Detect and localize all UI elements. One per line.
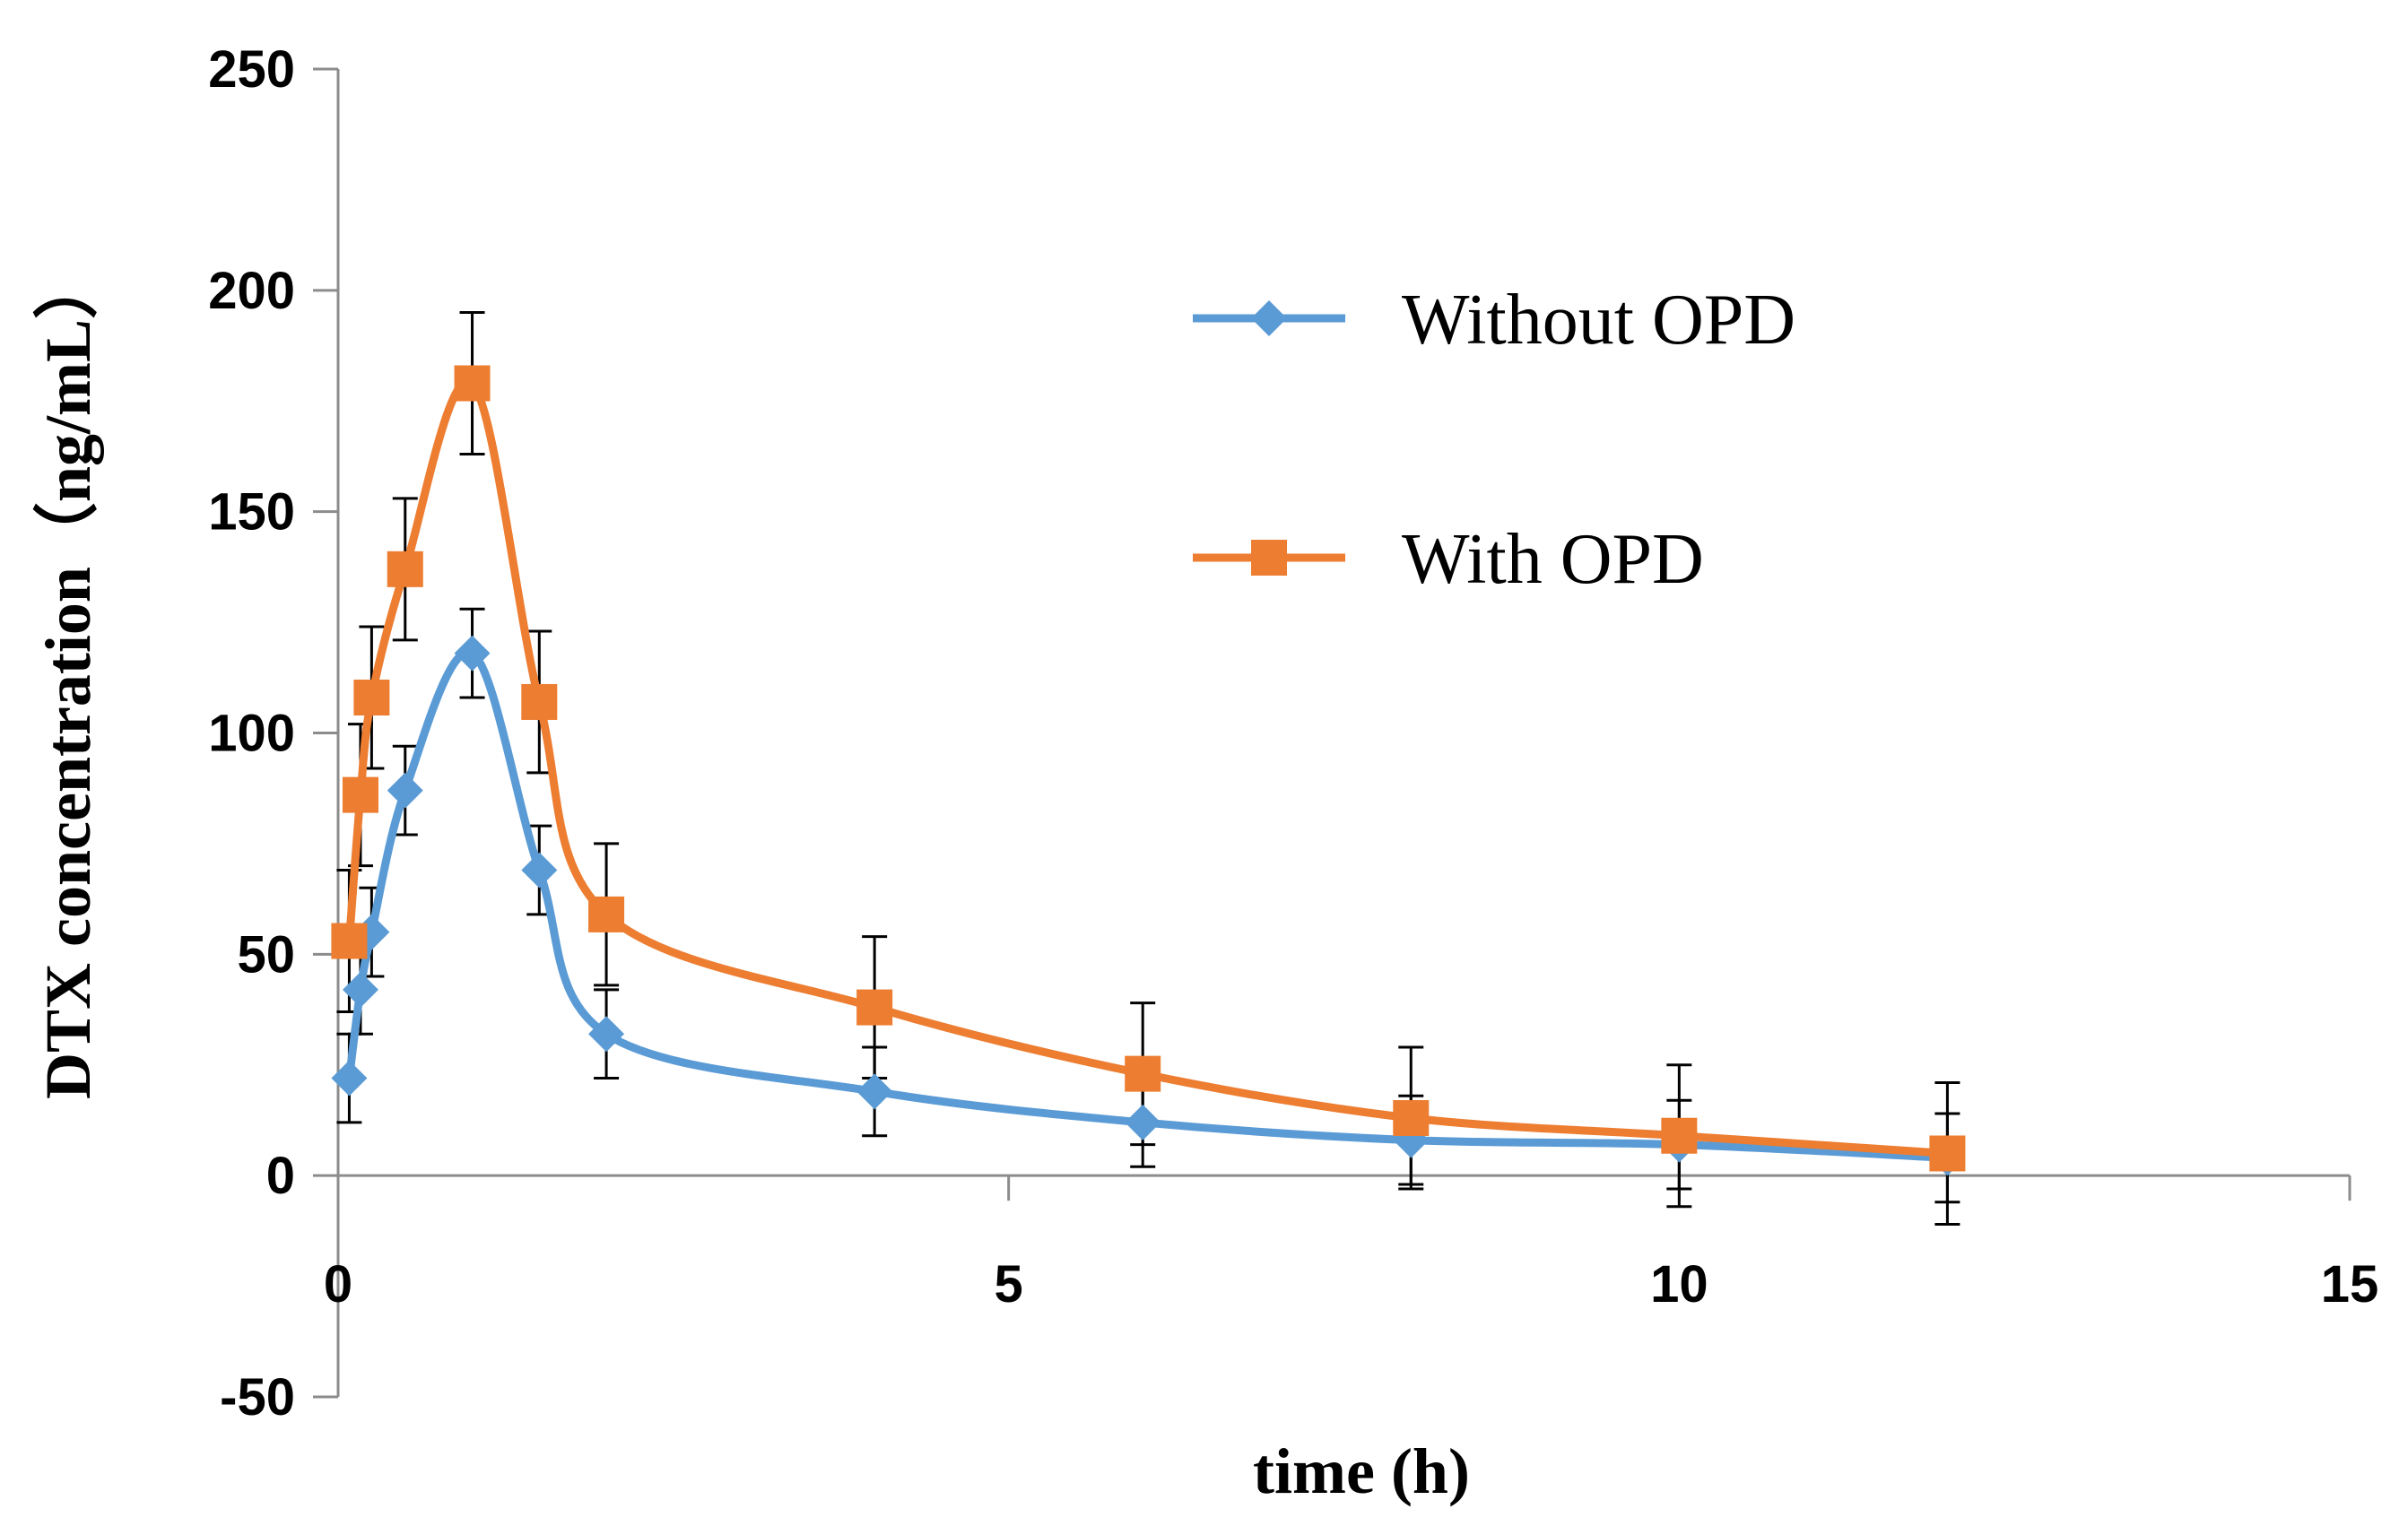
x-tick-label: 10 xyxy=(1650,1255,1708,1314)
without-opd-line xyxy=(344,647,1948,1162)
with-opd-point xyxy=(1393,1099,1430,1136)
with-opd-point xyxy=(387,551,423,587)
y-tick-label: -50 xyxy=(220,1368,295,1426)
y-tick-label: 250 xyxy=(208,40,295,99)
without-opd-point xyxy=(1125,1104,1161,1140)
legend: Without OPD With OPD xyxy=(1193,281,1795,599)
with-opd-line xyxy=(344,377,1948,1158)
legend-without-opd-marker xyxy=(1251,300,1287,336)
y-tick-label: 50 xyxy=(237,925,295,984)
legend-with-opd-label: With OPD xyxy=(1402,520,1704,599)
with-opd-point xyxy=(342,776,378,813)
x-tick-label: 0 xyxy=(324,1255,352,1314)
x-tick-label: 5 xyxy=(995,1255,1023,1314)
with-opd-point xyxy=(331,923,368,959)
without-opd-point xyxy=(856,1073,893,1110)
y-tick-label: 200 xyxy=(208,262,295,320)
without-opd-point xyxy=(454,635,491,672)
without-opd-point xyxy=(387,772,423,809)
without-opd-point xyxy=(521,852,558,889)
series-group xyxy=(331,365,1966,1176)
with-opd-point xyxy=(588,896,625,932)
without-opd-point xyxy=(331,1060,368,1097)
y-tick-label: 100 xyxy=(208,705,295,763)
y-tick-label: 150 xyxy=(208,483,295,542)
legend-with-opd-marker xyxy=(1251,540,1287,576)
y-tick-label: 0 xyxy=(266,1147,295,1205)
legend-without-opd-label: Without OPD xyxy=(1402,281,1795,360)
axes: -50 0 50 100 150 200 250 0 5 10 15 xyxy=(208,40,2378,1426)
without-opd-point xyxy=(588,1016,625,1053)
with-opd-point xyxy=(1661,1117,1698,1154)
without-opd-point xyxy=(342,971,378,1008)
with-opd-point xyxy=(856,989,893,1026)
x-tick-label: 15 xyxy=(2321,1255,2379,1314)
with-opd-point xyxy=(454,365,491,402)
y-axis-title: DTX concentration（ng/mL） xyxy=(32,255,104,1099)
with-opd-point xyxy=(1125,1055,1161,1092)
x-axis-title: time (h) xyxy=(1253,1435,1470,1507)
with-opd-point xyxy=(521,683,558,720)
with-opd-point xyxy=(353,680,390,716)
with-opd-point xyxy=(1929,1135,1966,1172)
